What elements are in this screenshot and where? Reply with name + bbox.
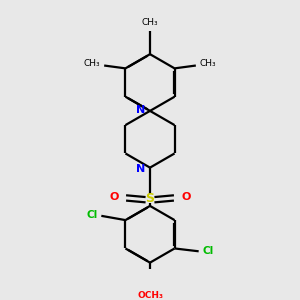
Text: S: S xyxy=(146,192,154,205)
Text: OCH₃: OCH₃ xyxy=(137,291,163,300)
Text: N: N xyxy=(136,105,146,115)
Text: CH₃: CH₃ xyxy=(200,59,216,68)
Text: CH₃: CH₃ xyxy=(84,59,101,68)
Text: Cl: Cl xyxy=(202,246,214,256)
Text: Cl: Cl xyxy=(86,210,98,220)
Text: O: O xyxy=(181,192,190,202)
Text: CH₃: CH₃ xyxy=(142,18,158,27)
Text: O: O xyxy=(110,192,119,202)
Text: N: N xyxy=(136,164,146,173)
